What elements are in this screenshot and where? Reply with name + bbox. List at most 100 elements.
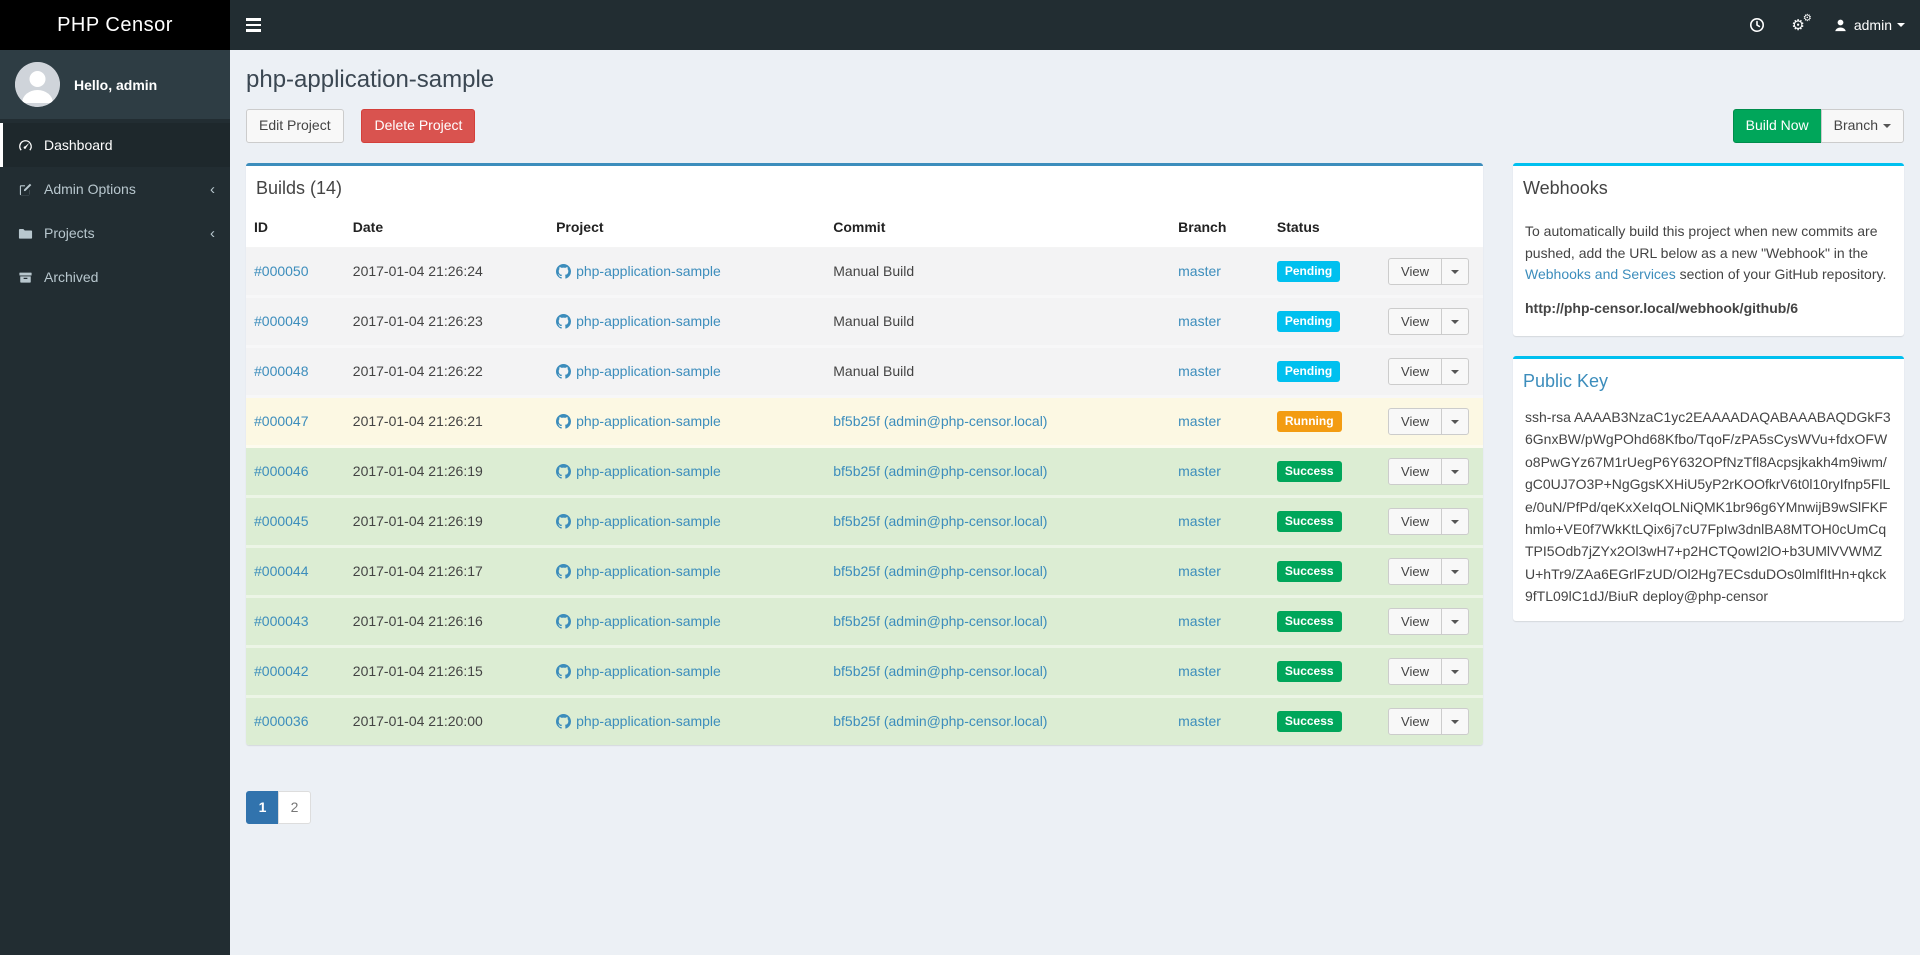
github-icon <box>556 264 572 280</box>
build-id-link[interactable]: #000043 <box>254 613 309 630</box>
sidebar-item-dashboard[interactable]: Dashboard <box>0 123 230 167</box>
commit-link[interactable]: bf5b25f (admin@php-censor.local) <box>833 613 1048 630</box>
build-id-link[interactable]: #000036 <box>254 713 309 730</box>
status-badge: Success <box>1276 510 1342 532</box>
github-icon <box>556 364 572 380</box>
sidebar-toggle-button[interactable] <box>230 0 276 50</box>
view-dropdown-toggle[interactable] <box>1441 307 1469 335</box>
pencil-square-icon <box>18 182 44 197</box>
view-button-group: View <box>1388 507 1469 535</box>
build-id-link[interactable]: #000042 <box>254 663 309 680</box>
commit-link[interactable]: bf5b25f (admin@php-censor.local) <box>833 413 1048 430</box>
commit-text: Manual Build <box>833 313 915 330</box>
view-build-button[interactable]: View <box>1388 657 1442 685</box>
branch-link[interactable]: master <box>1178 463 1221 480</box>
delete-project-button[interactable]: Delete Project <box>361 109 476 143</box>
view-build-button[interactable]: View <box>1388 307 1442 335</box>
commit-link[interactable]: bf5b25f (admin@php-censor.local) <box>833 463 1048 480</box>
view-dropdown-toggle[interactable] <box>1441 357 1469 385</box>
github-icon <box>556 414 572 430</box>
commit-link[interactable]: bf5b25f (admin@php-censor.local) <box>833 663 1048 680</box>
branch-link[interactable]: master <box>1178 263 1221 280</box>
build-id-link[interactable]: #000044 <box>254 563 309 580</box>
column-header-project: Project <box>548 208 826 248</box>
branch-link[interactable]: master <box>1178 313 1221 330</box>
view-dropdown-toggle[interactable] <box>1441 407 1469 435</box>
timeline-clock-button[interactable] <box>1736 0 1778 50</box>
project-link[interactable]: php-application-sample <box>556 313 721 329</box>
view-build-button[interactable]: View <box>1388 407 1442 435</box>
branch-link[interactable]: master <box>1178 563 1221 580</box>
view-dropdown-toggle[interactable] <box>1441 657 1469 685</box>
view-build-button[interactable]: View <box>1388 707 1442 735</box>
edit-project-button[interactable]: Edit Project <box>246 109 344 143</box>
view-dropdown-toggle[interactable] <box>1441 457 1469 485</box>
sidebar-item-archived[interactable]: Archived <box>0 255 230 299</box>
view-build-button[interactable]: View <box>1388 607 1442 635</box>
view-dropdown-toggle[interactable] <box>1441 507 1469 535</box>
commit-link[interactable]: bf5b25f (admin@php-censor.local) <box>833 513 1048 530</box>
commit-text: Manual Build <box>833 363 915 380</box>
webhooks-services-link[interactable]: Webhooks and Services <box>1525 266 1676 283</box>
cogs-icon: ⚙ ⚙ <box>1791 12 1812 34</box>
person-icon <box>15 62 60 107</box>
github-icon <box>556 664 572 680</box>
caret-down-icon <box>1451 470 1459 475</box>
build-id-link[interactable]: #000050 <box>254 263 309 280</box>
sidebar: PHP Censor Hello, admin Dashboard Admin … <box>0 0 230 955</box>
view-build-button[interactable]: View <box>1388 357 1442 385</box>
branch-link[interactable]: master <box>1178 663 1221 680</box>
sidebar-item-projects[interactable]: Projects ‹ <box>0 211 230 255</box>
build-id-link[interactable]: #000045 <box>254 513 309 530</box>
view-dropdown-toggle[interactable] <box>1441 557 1469 585</box>
project-link[interactable]: php-application-sample <box>556 563 721 579</box>
github-icon <box>556 614 572 630</box>
webhook-url: http://php-censor.local/webhook/github/6 <box>1525 299 1798 316</box>
branch-link[interactable]: master <box>1178 413 1221 430</box>
project-link[interactable]: php-application-sample <box>556 663 721 679</box>
branch-link[interactable]: master <box>1178 513 1221 530</box>
view-build-button[interactable]: View <box>1388 557 1442 585</box>
view-build-button[interactable]: View <box>1388 257 1442 285</box>
build-id-link[interactable]: #000048 <box>254 363 309 380</box>
navbar-right: ⚙ ⚙ admin <box>1736 0 1920 50</box>
project-link[interactable]: php-application-sample <box>556 413 721 429</box>
build-id-link[interactable]: #000046 <box>254 463 309 480</box>
webhooks-title: Webhooks <box>1523 177 1608 198</box>
user-menu-button[interactable]: admin <box>1818 0 1920 50</box>
branch-link[interactable]: master <box>1178 613 1221 630</box>
sidebar-item-label: Archived <box>44 269 99 285</box>
view-dropdown-toggle[interactable] <box>1441 257 1469 285</box>
branch-link[interactable]: master <box>1178 363 1221 380</box>
builds-table-header-row: ID Date Project Commit Branch Status <box>246 208 1483 248</box>
build-now-button[interactable]: Build Now <box>1732 109 1822 143</box>
builds-panel-title: Builds (14) <box>256 177 343 198</box>
project-link[interactable]: php-application-sample <box>556 463 721 479</box>
brand-logo[interactable]: PHP Censor <box>0 0 230 50</box>
project-link[interactable]: php-application-sample <box>556 713 721 729</box>
project-link[interactable]: php-application-sample <box>556 363 721 379</box>
project-link[interactable]: php-application-sample <box>556 513 721 529</box>
view-build-button[interactable]: View <box>1388 507 1442 535</box>
view-build-button[interactable]: View <box>1388 457 1442 485</box>
commit-link[interactable]: bf5b25f (admin@php-censor.local) <box>833 563 1048 580</box>
column-header-actions <box>1380 208 1483 248</box>
view-dropdown-toggle[interactable] <box>1441 707 1469 735</box>
branch-dropdown-button[interactable]: Branch <box>1820 109 1904 143</box>
project-link[interactable]: php-application-sample <box>556 263 721 279</box>
build-id-link[interactable]: #000047 <box>254 413 309 430</box>
build-date: 2017-01-04 21:26:15 <box>352 663 483 680</box>
commit-link[interactable]: bf5b25f (admin@php-censor.local) <box>833 713 1048 730</box>
view-button-group: View <box>1388 257 1469 285</box>
sidebar-item-admin-options[interactable]: Admin Options ‹ <box>0 167 230 211</box>
view-dropdown-toggle[interactable] <box>1441 607 1469 635</box>
pagination-page-1[interactable]: 1 <box>246 790 279 824</box>
project-link[interactable]: php-application-sample <box>556 613 721 629</box>
user-panel: Hello, admin <box>0 50 230 119</box>
pagination-page-2[interactable]: 2 <box>278 790 311 824</box>
settings-cogs-button[interactable]: ⚙ ⚙ <box>1778 0 1817 50</box>
branch-link[interactable]: master <box>1178 713 1221 730</box>
status-badge: Success <box>1276 610 1342 632</box>
build-id-link[interactable]: #000049 <box>254 313 309 330</box>
